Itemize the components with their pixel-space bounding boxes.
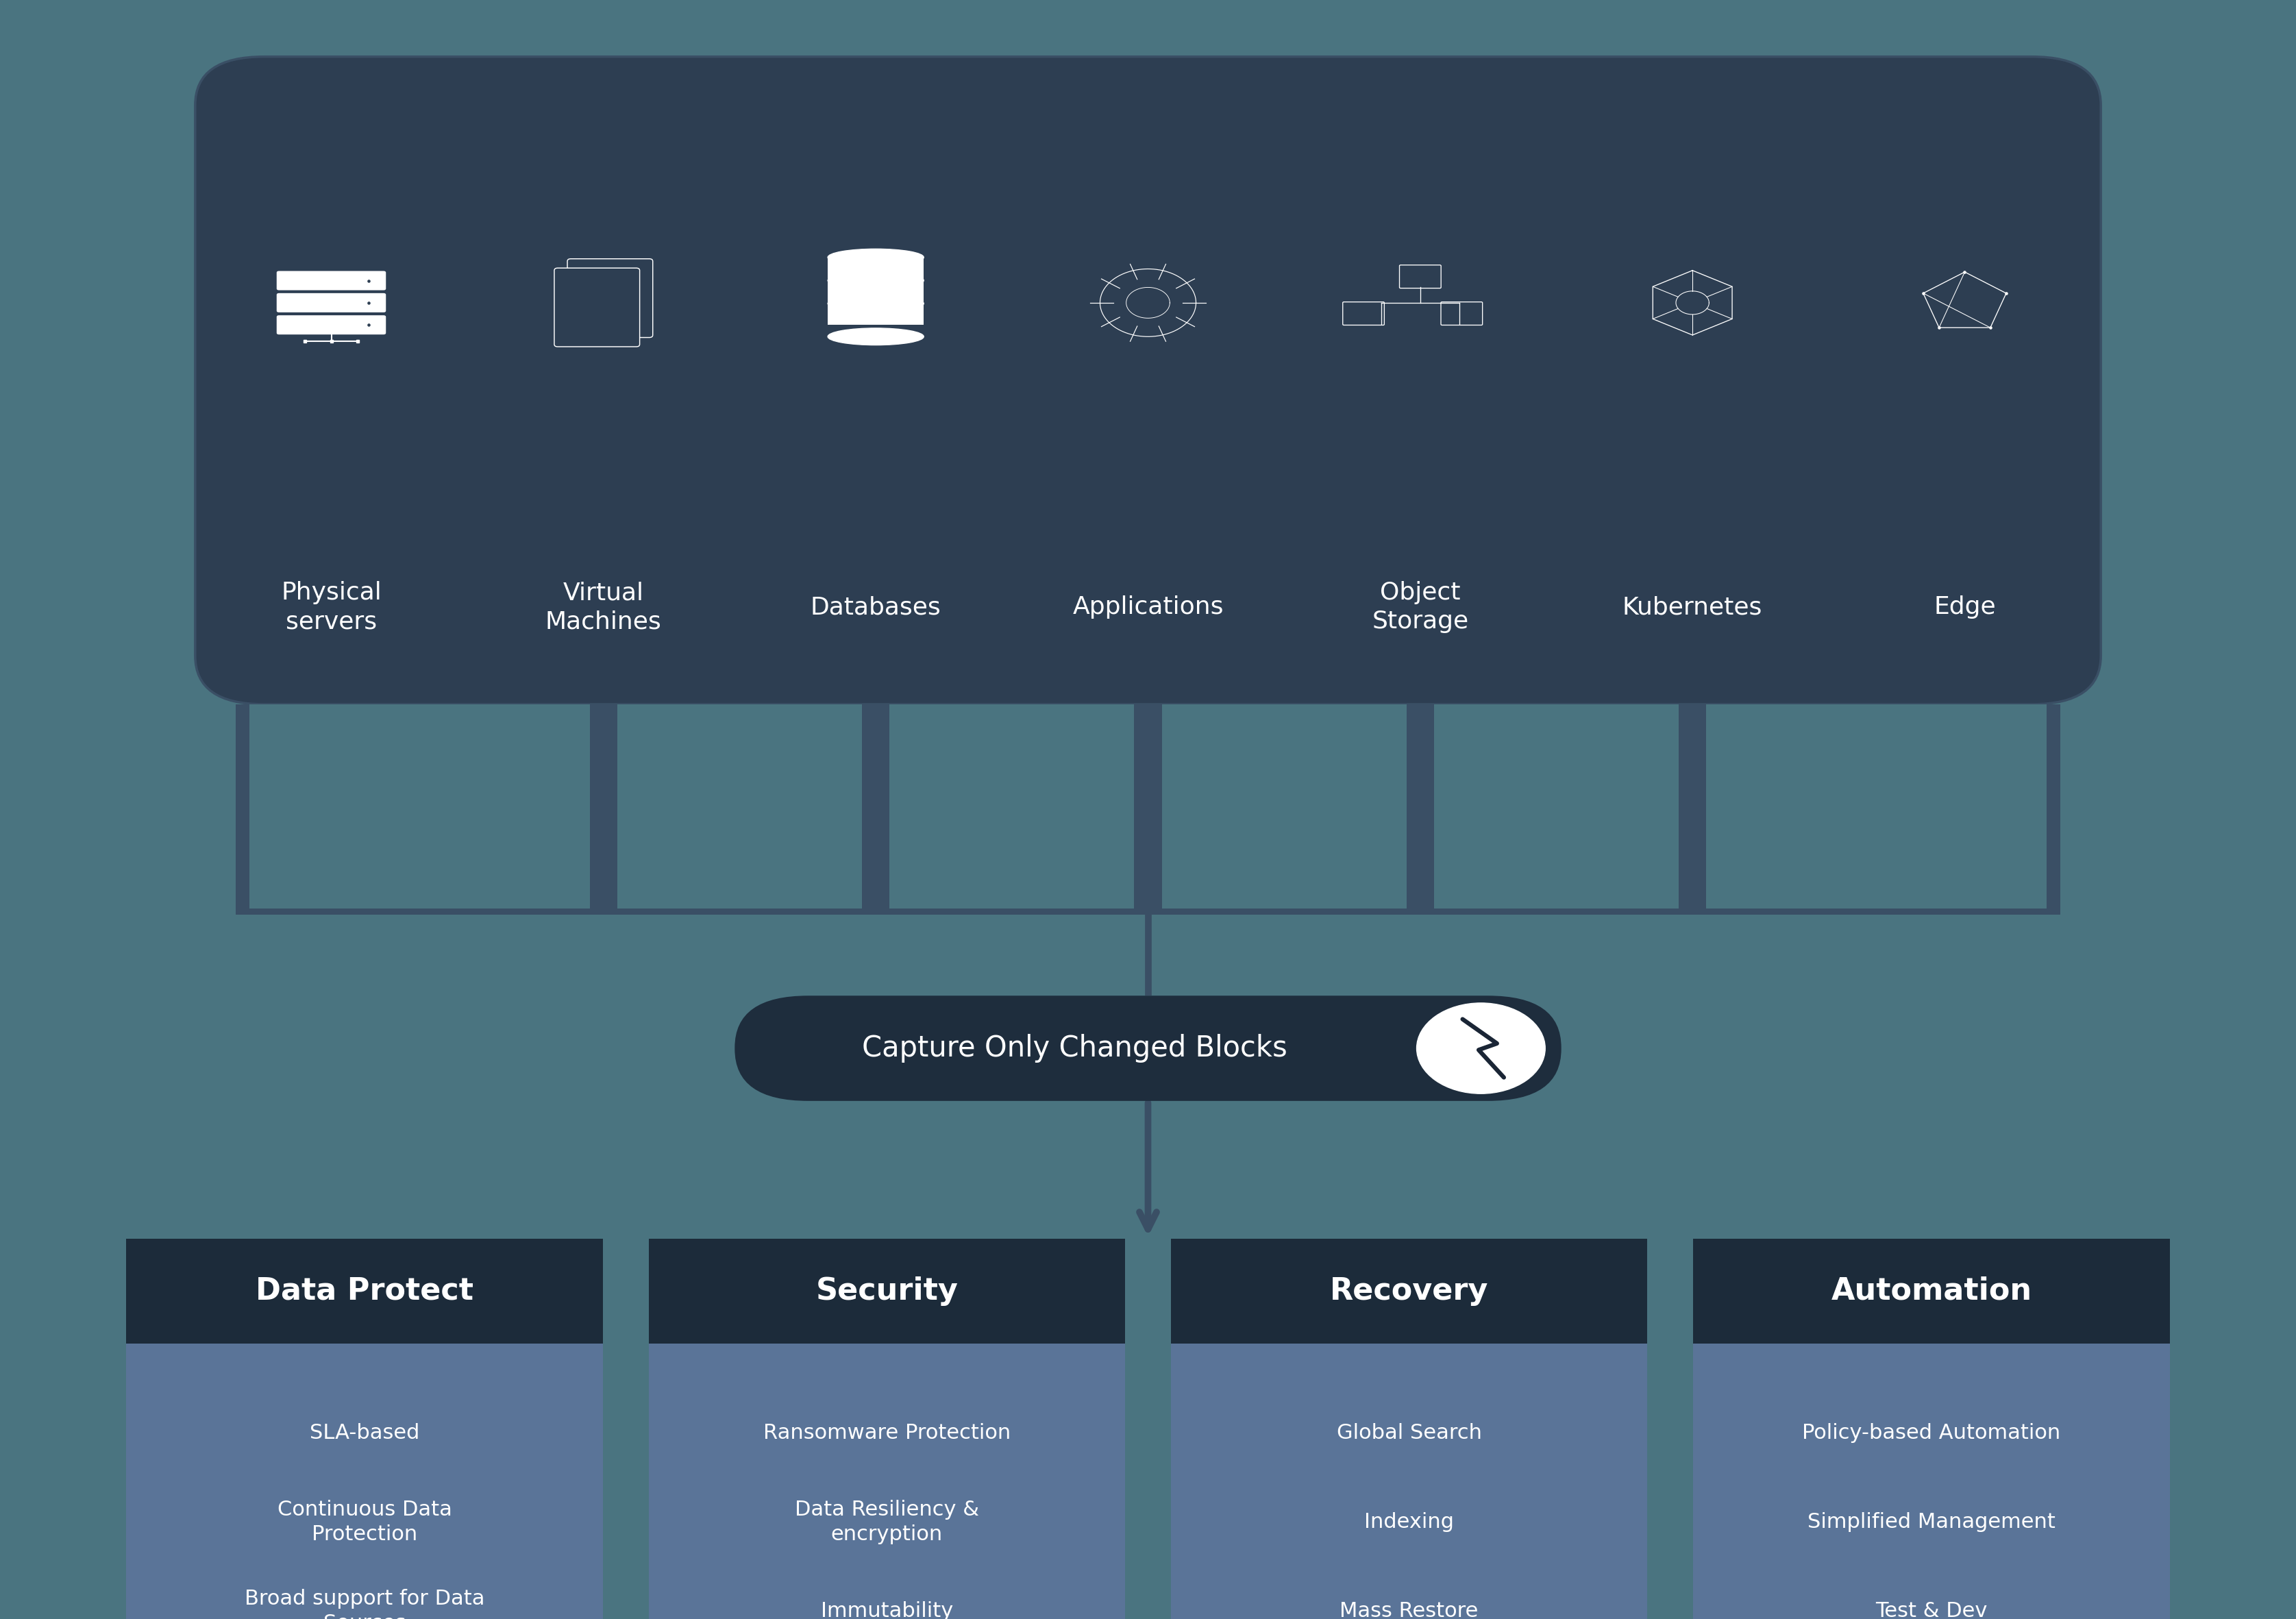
Text: Automation: Automation	[1832, 1276, 2032, 1307]
Text: Applications: Applications	[1072, 596, 1224, 618]
FancyBboxPatch shape	[553, 269, 641, 346]
Text: Mass Restore: Mass Restore	[1341, 1601, 1479, 1619]
Bar	[647, 1344, 1125, 1619]
Text: Indexing: Indexing	[1364, 1512, 1453, 1532]
Text: Broad support for Data
Sources: Broad support for Data Sources	[243, 1588, 484, 1619]
Bar	[126, 1344, 602, 1619]
FancyBboxPatch shape	[276, 316, 386, 335]
Ellipse shape	[829, 272, 923, 288]
Text: Test & Dev: Test & Dev	[1876, 1601, 1988, 1619]
Text: Security: Security	[815, 1276, 957, 1307]
Bar	[1171, 1239, 1646, 1344]
Ellipse shape	[829, 329, 923, 345]
Text: Recovery: Recovery	[1329, 1276, 1488, 1307]
Bar	[590, 704, 618, 915]
Bar	[861, 704, 889, 915]
Bar	[829, 257, 923, 278]
FancyBboxPatch shape	[276, 293, 386, 312]
Text: Global Search: Global Search	[1336, 1423, 1481, 1443]
Text: Capture Only Changed Blocks: Capture Only Changed Blocks	[861, 1035, 1288, 1062]
Circle shape	[1417, 1002, 1545, 1094]
Text: Data Resiliency &
encryption: Data Resiliency & encryption	[794, 1499, 978, 1545]
Text: Kubernetes: Kubernetes	[1623, 596, 1763, 618]
Bar	[236, 704, 2060, 915]
Text: Physical
servers: Physical servers	[280, 581, 381, 633]
FancyBboxPatch shape	[567, 259, 652, 337]
Bar	[1407, 704, 1435, 915]
Text: Databases: Databases	[810, 596, 941, 618]
Text: Edge: Edge	[1933, 596, 1995, 618]
Text: Virtual
Machines: Virtual Machines	[546, 581, 661, 633]
Bar	[829, 280, 923, 303]
FancyBboxPatch shape	[735, 996, 1561, 1101]
FancyBboxPatch shape	[195, 57, 2101, 704]
Bar	[1692, 1239, 2170, 1344]
Bar	[1678, 704, 1706, 915]
Bar	[1692, 1344, 2170, 1619]
Text: Immutability: Immutability	[820, 1601, 953, 1619]
Bar	[126, 1239, 602, 1344]
FancyBboxPatch shape	[276, 270, 386, 290]
Bar	[1134, 704, 1162, 915]
Ellipse shape	[829, 295, 923, 312]
Text: Object
Storage: Object Storage	[1373, 581, 1469, 633]
Text: Simplified Management: Simplified Management	[1807, 1512, 2055, 1532]
Text: Data Protect: Data Protect	[255, 1276, 473, 1307]
Bar	[1171, 1344, 1646, 1619]
Bar	[829, 303, 923, 325]
Text: Ransomware Protection: Ransomware Protection	[762, 1423, 1010, 1443]
Text: Continuous Data
Protection: Continuous Data Protection	[278, 1499, 452, 1545]
Text: Policy-based Automation: Policy-based Automation	[1802, 1423, 2062, 1443]
Text: SLA-based: SLA-based	[310, 1423, 420, 1443]
Bar	[647, 1239, 1125, 1344]
Bar	[250, 704, 2046, 908]
Ellipse shape	[829, 249, 923, 266]
